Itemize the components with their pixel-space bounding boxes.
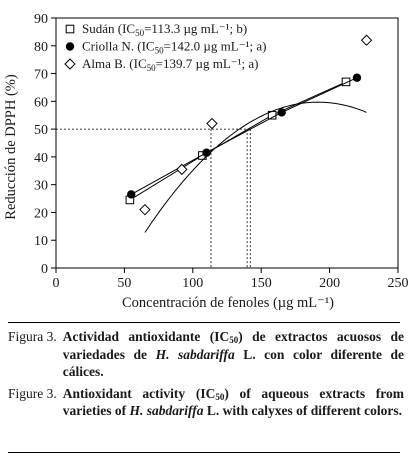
- plot-frame: [55, 17, 399, 269]
- x-tick-label: 250: [388, 276, 409, 291]
- data-point: [176, 163, 188, 176]
- y-tick-label: 20: [34, 206, 48, 221]
- data-point: [341, 77, 351, 87]
- legend-entry-text: Alma B. (IC50=139.7 µg mL⁻¹; a): [82, 56, 259, 73]
- figure-captions: Figura 3. Actividad antioxidante (IC50) …: [8, 328, 404, 424]
- legend-marker: [65, 42, 75, 51]
- y-tick-label: 70: [34, 68, 48, 83]
- caption-label: Figura 3.: [8, 329, 57, 344]
- caption-label: Figure 3.: [8, 385, 57, 401]
- trend-line: [130, 77, 358, 195]
- trend-curve: [144, 101, 367, 233]
- x-tick-label: 0: [53, 276, 60, 291]
- x-tick-label: 100: [182, 276, 203, 291]
- caption-english: Figure 3. Antioxidant activity (IC50) of…: [8, 385, 404, 420]
- series-3: [139, 34, 373, 233]
- axes: 0 50 100 150 200 250 0 10 20 30 40 50 60 70 80 90: [34, 12, 409, 291]
- y-tick-label: 10: [34, 234, 48, 249]
- y-tick-label: 50: [34, 123, 48, 138]
- legend: Sudán (IC50=113.3 µg mL⁻¹; b)Criolla N. …: [64, 21, 266, 73]
- data-point: [360, 34, 373, 46]
- x-tick-label: 150: [251, 276, 272, 291]
- chart: 0 50 100 150 200 250 0 10 20 30 40 50 60 70 80 90 Sudán…: [3, 12, 409, 311]
- data-point: [127, 190, 136, 199]
- y-tick-label: 80: [34, 40, 48, 55]
- y-tick-label: 90: [34, 12, 48, 27]
- y-axis-title: Reducción de DPPH (%): [3, 74, 19, 220]
- data-point: [277, 108, 286, 117]
- series-2: [127, 73, 362, 199]
- ic50-guides: [56, 128, 251, 268]
- trend-line: [129, 81, 347, 201]
- caption-text: Actividad antioxidante (IC50) de extract…: [62, 329, 404, 379]
- data-point: [139, 203, 151, 216]
- legend-entry-text: Criolla N. (IC50=142.0 µg mL⁻¹; a): [82, 39, 266, 56]
- plot-area-border: [55, 17, 399, 269]
- series-layer: [125, 34, 373, 233]
- caption-divider: [8, 452, 400, 453]
- data-point: [352, 73, 362, 82]
- caption-spanish: Figura 3. Actividad antioxidante (IC50) …: [8, 328, 404, 381]
- legend-marker: [64, 58, 76, 70]
- y-tick-label: 60: [34, 95, 48, 110]
- caption-text: Antioxidant activity (IC50) of aqueous e…: [62, 385, 404, 419]
- legend-marker: [65, 24, 75, 34]
- x-tick-label: 200: [319, 276, 340, 291]
- caption-divider: [8, 322, 400, 323]
- x-axis-title: Concentración de fenoles (µg mL⁻¹): [122, 295, 334, 311]
- data-point: [206, 117, 218, 130]
- y-tick-label: 30: [34, 179, 48, 194]
- y-tick-label: 40: [34, 151, 48, 166]
- x-tick-label: 50: [117, 276, 131, 291]
- legend-entry-text: Sudán (IC50=113.3 µg mL⁻¹; b): [82, 21, 247, 38]
- y-tick-label: 0: [41, 262, 48, 277]
